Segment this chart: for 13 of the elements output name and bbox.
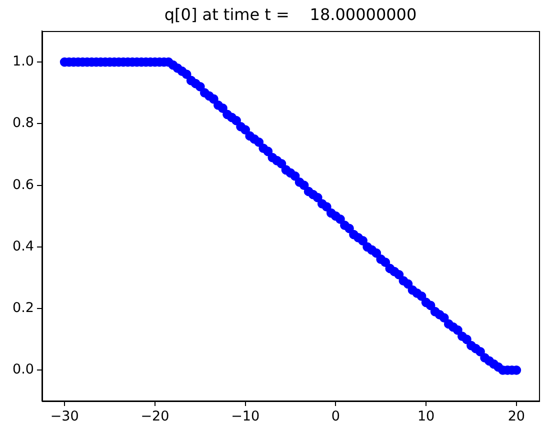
x-tick-label: −20	[140, 408, 170, 425]
x-tick-label: −30	[50, 408, 79, 425]
y-tick-label: 0.6	[12, 176, 34, 193]
x-tick-label: 20	[508, 408, 526, 425]
x-tick-label: 10	[417, 408, 435, 425]
y-tick-label: 0.2	[12, 300, 34, 316]
x-tick-label: −10	[231, 408, 260, 425]
y-tick-label: 0.4	[12, 238, 34, 254]
y-tick-label: 0.0	[12, 362, 34, 378]
chart-title: q[0] at time t = 18.00000000	[164, 4, 417, 24]
y-tick-label: 0.8	[12, 115, 34, 132]
x-tick-label: 0	[331, 408, 340, 425]
y-tick-label: 1.0	[12, 54, 34, 70]
